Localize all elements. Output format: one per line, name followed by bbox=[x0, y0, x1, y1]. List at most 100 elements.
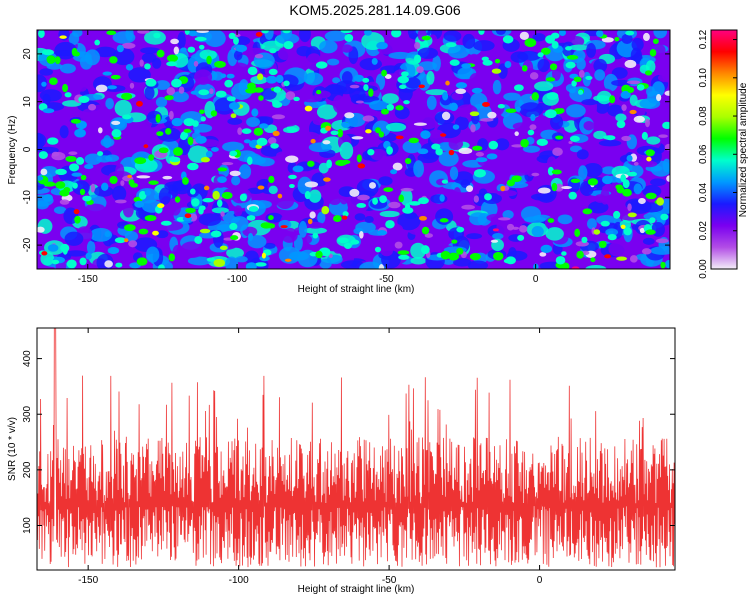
heatmap-cell bbox=[127, 174, 133, 179]
heatmap-cell bbox=[473, 169, 486, 178]
heatmap-cell bbox=[600, 220, 610, 227]
heatmap-cell bbox=[582, 208, 593, 215]
heatmap-cell bbox=[231, 175, 241, 186]
heatmap-cell bbox=[583, 120, 595, 131]
heatmap-cell bbox=[627, 86, 635, 94]
heatmap-cell bbox=[643, 32, 650, 42]
heatmap-cell bbox=[550, 114, 564, 130]
heatmap-cell bbox=[604, 254, 612, 259]
heatmap-cell bbox=[283, 80, 290, 87]
heatmap-cell bbox=[646, 156, 652, 162]
heatmap-cell bbox=[355, 221, 376, 233]
heatmap-cell bbox=[73, 208, 80, 215]
heatmap-cell bbox=[260, 88, 277, 100]
snr-series-line bbox=[37, 328, 675, 568]
heatmap-cell bbox=[354, 213, 366, 221]
heatmap-cell bbox=[430, 194, 448, 204]
heatmap-cell bbox=[66, 259, 77, 269]
heatmap-cell bbox=[104, 231, 111, 238]
heatmap-cell bbox=[210, 230, 222, 238]
heatmap-cell bbox=[616, 120, 626, 129]
heatmap-cell bbox=[557, 214, 573, 225]
heatmap-cell bbox=[268, 215, 274, 221]
heatmap-cell bbox=[220, 73, 227, 79]
heatmap-cell bbox=[602, 135, 615, 140]
heatmap-cell bbox=[568, 191, 577, 200]
heatmap-cell bbox=[187, 46, 196, 53]
heatmap-cell bbox=[285, 91, 296, 101]
heatmap-cell bbox=[112, 47, 135, 66]
heatmap-cell bbox=[194, 36, 207, 42]
heatmap-cell bbox=[490, 239, 499, 243]
heatmap-cell bbox=[303, 72, 324, 86]
heatmap-cell bbox=[416, 66, 424, 74]
heatmap-cell bbox=[323, 177, 331, 182]
heatmap-cell bbox=[649, 217, 656, 224]
heatmap-cell bbox=[74, 128, 86, 138]
heatmap-cell bbox=[395, 105, 404, 111]
heatmap-cell bbox=[237, 127, 243, 135]
heatmap-cell bbox=[449, 102, 458, 112]
heatmap-cell bbox=[413, 122, 427, 126]
heatmap-cell bbox=[537, 58, 550, 73]
heatmap-cell bbox=[494, 138, 510, 151]
heatmap-cell bbox=[530, 113, 536, 122]
heatmap-cell bbox=[136, 257, 148, 266]
heatmap-cell bbox=[258, 95, 264, 101]
heatmap-cell bbox=[324, 30, 347, 42]
heatmap-cell bbox=[588, 201, 609, 214]
heatmap-cell bbox=[461, 204, 475, 210]
heatmap-cell bbox=[561, 262, 570, 269]
heatmap-cell bbox=[624, 59, 637, 69]
heatmap-cell bbox=[364, 30, 372, 36]
heatmap-cell bbox=[307, 160, 315, 167]
heatmap-cell bbox=[47, 137, 59, 145]
heatmap-cell bbox=[257, 73, 264, 81]
heatmap-cell bbox=[379, 210, 400, 218]
heatmap-cell bbox=[138, 228, 149, 235]
heatmap-cell bbox=[413, 160, 425, 178]
heatmap-cell bbox=[497, 104, 505, 109]
heatmap-cell bbox=[182, 216, 193, 222]
heatmap-cell bbox=[379, 195, 388, 204]
heatmap-cell bbox=[421, 226, 430, 235]
heatmap-cell bbox=[371, 58, 378, 65]
heatmap-cell bbox=[121, 42, 136, 49]
heatmap-cell bbox=[333, 245, 343, 254]
heatmap-cell bbox=[173, 46, 179, 55]
heatmap-cell bbox=[248, 206, 259, 212]
heatmap-cell bbox=[650, 178, 666, 187]
heatmap-cell bbox=[646, 136, 661, 145]
heatmap-cell bbox=[585, 264, 607, 269]
heatmap-cell bbox=[257, 116, 274, 126]
snr-x-tick-label: -150 bbox=[78, 575, 98, 586]
heatmap-cell bbox=[253, 127, 264, 136]
heatmap-cell bbox=[590, 257, 596, 263]
heatmap-cell bbox=[440, 133, 447, 137]
snr-x-label: Height of straight line (km) bbox=[298, 584, 415, 595]
heatmap-cell bbox=[462, 33, 476, 49]
heatmap-cell bbox=[448, 149, 455, 156]
heatmap-cell bbox=[255, 32, 263, 37]
heatmap-cell bbox=[47, 244, 59, 252]
heatmap-cell bbox=[261, 30, 269, 34]
heatmap-cell bbox=[42, 194, 53, 202]
heatmap-cell bbox=[481, 56, 489, 62]
heatmap-cell bbox=[531, 226, 544, 238]
snr-x-axis: -150 -100 -50 0 bbox=[78, 328, 543, 586]
heatmap-cell bbox=[114, 199, 127, 204]
heatmap-cell bbox=[256, 137, 268, 146]
heatmap-cell bbox=[536, 138, 548, 146]
heatmap-cell bbox=[200, 116, 206, 122]
heatmap-cell bbox=[196, 30, 209, 34]
heatmap-cell bbox=[200, 156, 210, 163]
heatmap-cell bbox=[452, 124, 460, 130]
heatmap-cell bbox=[51, 151, 60, 157]
heatmap-cell bbox=[183, 118, 195, 127]
heatmap-cell bbox=[98, 127, 103, 134]
heatmap-cell bbox=[261, 252, 266, 259]
heatmap-cell bbox=[488, 140, 499, 150]
heatmap-cell bbox=[309, 211, 316, 219]
heatmap-cell bbox=[596, 30, 604, 38]
